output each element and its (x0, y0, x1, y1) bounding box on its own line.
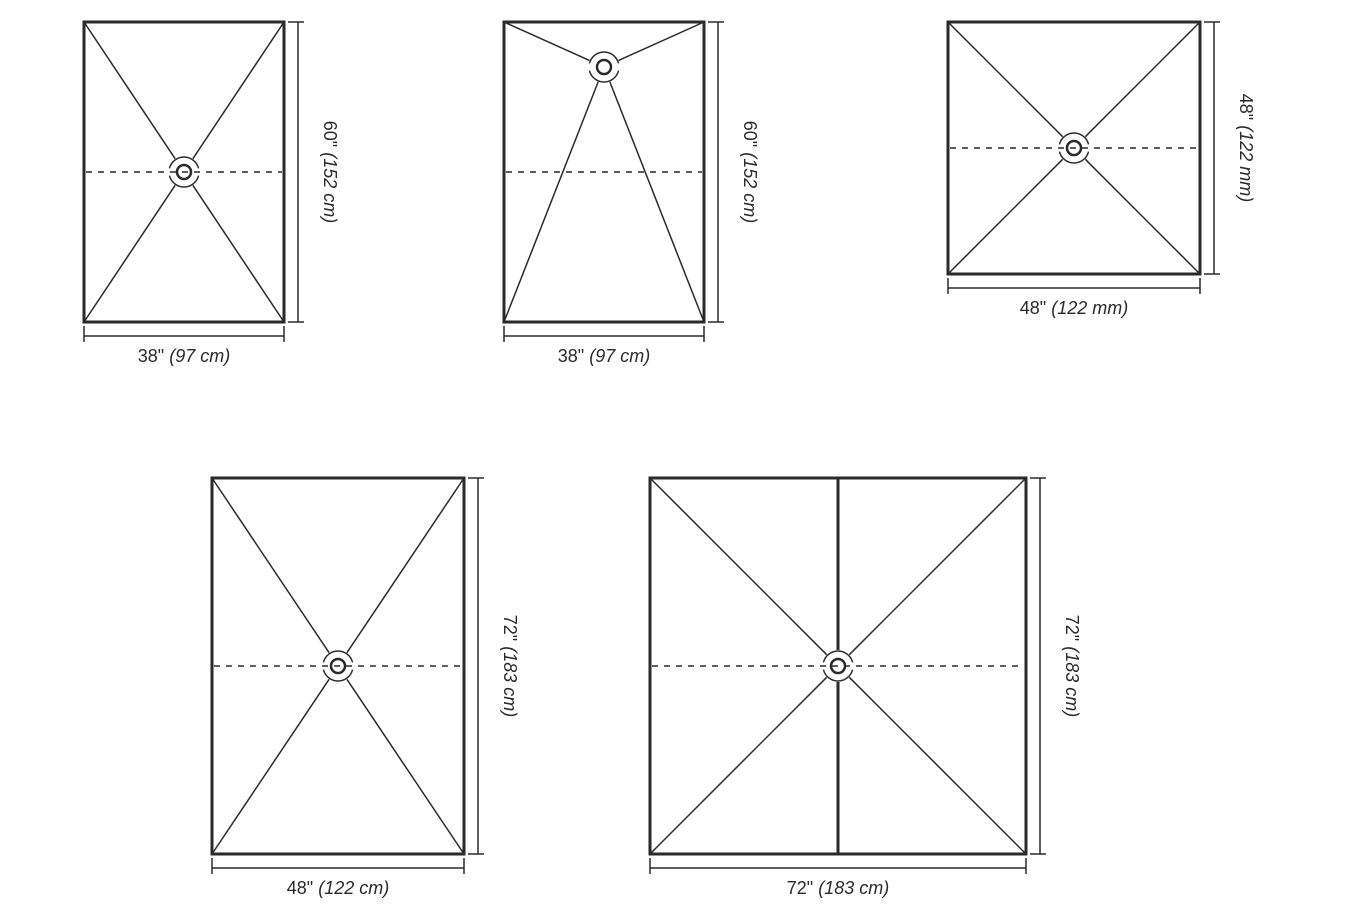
p1-height-label: 60" (152 cm) (320, 121, 340, 223)
p4-height-label: 72" (183 cm) (500, 615, 520, 717)
p1-width-label: 38" (97 cm) (138, 346, 230, 366)
p4: 48" (122 cm) 72" (183 cm) (212, 478, 520, 898)
p2: 38" (97 cm) 60" (152 cm) (504, 22, 760, 366)
p2-height-label: 60" (152 cm) (740, 121, 760, 223)
p4-width-label: 48" (122 cm) (287, 878, 389, 898)
p5: 72" (183 cm) 72" (183 cm) (650, 478, 1082, 898)
p3-width-label: 48" (122 mm) (1020, 298, 1128, 318)
p2-width-label: 38" (97 cm) (558, 346, 650, 366)
p5-width-label: 72" (183 cm) (787, 878, 889, 898)
p5-height-label: 72" (183 cm) (1062, 615, 1082, 717)
p3-height-label: 48" (122 mm) (1236, 94, 1256, 202)
p1: 38" (97 cm) 60" (152 cm) (84, 22, 340, 366)
